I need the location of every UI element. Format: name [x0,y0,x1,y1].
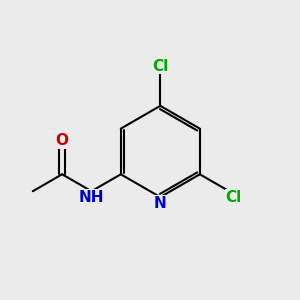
Text: O: O [56,133,69,148]
Text: Cl: Cl [225,190,242,205]
Text: Cl: Cl [152,58,168,74]
Text: NH: NH [79,190,104,205]
Text: N: N [154,196,167,211]
